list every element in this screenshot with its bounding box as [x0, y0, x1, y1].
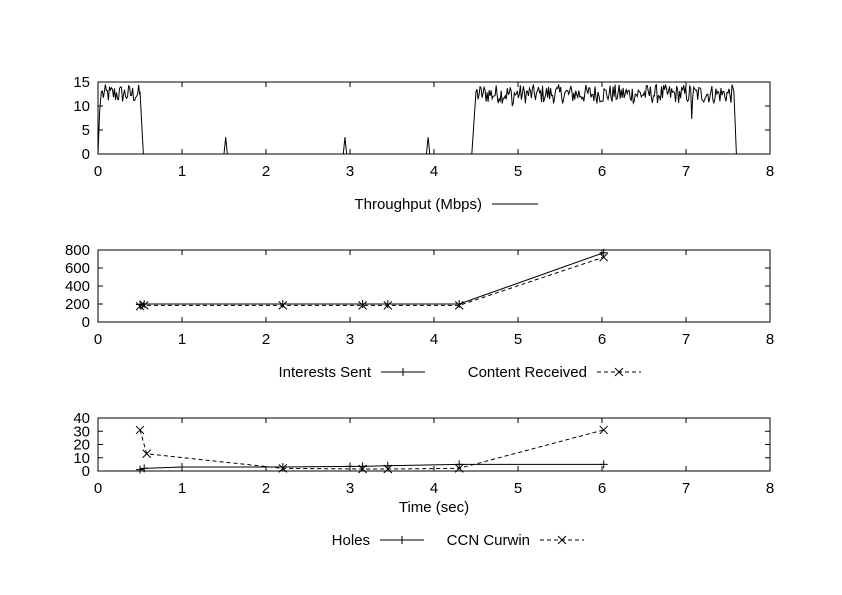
y-tick-label: 20 [73, 437, 90, 454]
x-tick-label: 1 [178, 163, 186, 180]
series-content-received-line [139, 256, 604, 307]
y-tick-label: 0 [82, 314, 90, 331]
legend-label: Holes [332, 532, 370, 549]
x-tick-label: 6 [598, 480, 606, 497]
plot-frame [97, 249, 771, 323]
x-tick-label: 0 [94, 163, 102, 180]
x-tick-label: 4 [430, 480, 438, 497]
legend-sample-marker [398, 536, 406, 544]
x-tick-label: 3 [346, 480, 354, 497]
series-interests-sent-point [383, 300, 392, 308]
x-tick-label: 2 [262, 163, 270, 180]
series-content-received-point [278, 300, 288, 310]
series-content-received-point [139, 300, 149, 310]
x-tick-label: 5 [514, 163, 522, 180]
series-holes-point [136, 465, 144, 474]
x-tick-label: 1 [178, 480, 186, 497]
x-tick-label: 4 [430, 331, 438, 348]
x-tick-label: 7 [682, 331, 690, 348]
series-ccn-curwin-point [599, 425, 609, 435]
series-holes-point [599, 460, 608, 469]
x-tick-label: 3 [346, 331, 354, 348]
x-tick-label: 5 [514, 331, 522, 348]
series-ccn-curwin-line [139, 429, 604, 470]
series-content-received-point [383, 300, 393, 310]
legend-label: Interests Sent [278, 364, 371, 381]
x-tick-label: 8 [766, 163, 774, 180]
series-ccn-curwin-point [358, 464, 367, 474]
x-tick-label: 8 [766, 480, 774, 497]
series-interests-sent-line [139, 252, 604, 305]
y-tick-label: 0 [82, 463, 90, 480]
legend-sample-marker [557, 535, 567, 545]
x-tick-label: 3 [346, 163, 354, 180]
x-tick-label: 2 [262, 331, 270, 348]
x-tick-label: 8 [766, 331, 774, 348]
x-tick-label: 6 [598, 331, 606, 348]
series-ccn-curwin-point [142, 449, 152, 459]
x-tick-label: 1 [178, 331, 186, 348]
legend-sample-marker [399, 368, 407, 376]
y-tick-label: 40 [73, 410, 90, 427]
series-holes-point [140, 464, 149, 473]
legend-label: Throughput (Mbps) [354, 196, 482, 213]
series-interests-sent-point [278, 300, 287, 308]
series-ccn-curwin-point [278, 463, 288, 473]
series-holes-line [139, 463, 604, 471]
series-interests-sent-point [140, 300, 149, 308]
y-tick-label: 400 [65, 278, 90, 295]
series-content-received-point [599, 252, 609, 262]
plot-frame [97, 417, 771, 472]
x-tick-label: 0 [94, 480, 102, 497]
x-tick-label: 7 [682, 163, 690, 180]
y-tick-label: 600 [65, 260, 90, 277]
series-content-received-point [358, 300, 367, 310]
series-content-received-point [454, 300, 464, 310]
x-tick-label: 7 [682, 480, 690, 497]
x-tick-label: 4 [430, 163, 438, 180]
y-tick-label: 5 [82, 122, 90, 139]
y-tick-label: 10 [73, 98, 90, 115]
x-axis-label: Time (sec) [399, 499, 469, 516]
throughput-panel: 0 1 2 3 4 5 6 7 8 0 5 10 15 Throughput (Mbps) [73, 74, 774, 213]
series-throughput-mbps-line [97, 83, 770, 155]
y-tick-label: 800 [65, 242, 90, 259]
legend-label: CCN Curwin [447, 532, 530, 549]
legend-sample-marker [614, 367, 624, 377]
y-tick-label: 30 [73, 423, 90, 440]
series-holes-point [278, 463, 287, 472]
x-tick-label: 0 [94, 331, 102, 348]
series-ccn-curwin-point [135, 425, 145, 435]
series-holes-point [455, 460, 464, 469]
y-tick-label: 0 [82, 146, 90, 163]
series-ccn-curwin-point [383, 464, 393, 474]
x-tick-label: 6 [598, 163, 606, 180]
legend-label: Content Received [468, 364, 587, 381]
plot-frame [97, 81, 771, 155]
x-tick-label: 5 [514, 480, 522, 497]
y-tick-label: 200 [65, 296, 90, 313]
series-interests-sent-point [599, 248, 608, 257]
series-interests-sent-point [358, 300, 367, 308]
y-tick-label: 15 [73, 74, 90, 91]
y-tick-label: 10 [73, 450, 90, 467]
series-holes-point [178, 463, 186, 472]
x-tick-label: 2 [262, 480, 270, 497]
series-holes-point [346, 462, 354, 471]
series-ccn-curwin-point [454, 463, 464, 473]
